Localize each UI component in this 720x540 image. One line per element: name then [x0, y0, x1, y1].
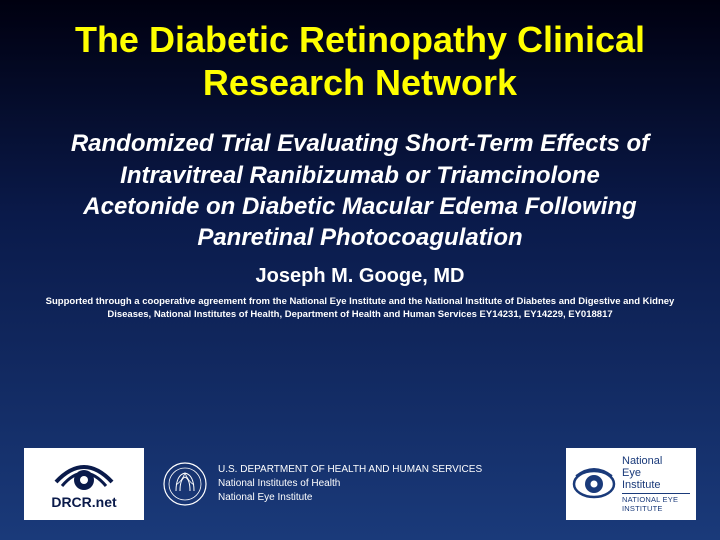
- slide-author: Joseph M. Googe, MD: [0, 261, 720, 294]
- drcr-logo: DRCR.net: [24, 448, 144, 520]
- hhs-seal-icon: [162, 461, 208, 507]
- nei-logo: National Eye Institute NATIONAL EYE INST…: [566, 448, 696, 520]
- logo-row: DRCR.net U.S. DEPARTMENT OF HEALTH AND H…: [0, 448, 720, 520]
- hhs-line3: National Eye Institute: [218, 491, 482, 505]
- support-text: Supported through a cooperative agreemen…: [0, 294, 720, 322]
- eye-icon: [54, 458, 114, 492]
- nei-eye-icon: [572, 462, 616, 506]
- drcr-label: DRCR.net: [51, 494, 116, 510]
- nei-text: National Eye Institute NATIONAL EYE INST…: [622, 455, 690, 513]
- hhs-line1: U.S. DEPARTMENT OF HEALTH AND HUMAN SERV…: [218, 463, 482, 477]
- hhs-text: U.S. DEPARTMENT OF HEALTH AND HUMAN SERV…: [218, 463, 482, 505]
- nei-top3: Institute: [622, 479, 690, 491]
- hhs-line2: National Institutes of Health: [218, 477, 482, 491]
- nei-bottom: NATIONAL EYE INSTITUTE: [622, 493, 690, 513]
- nei-top2: Eye: [622, 467, 690, 479]
- hhs-block: U.S. DEPARTMENT OF HEALTH AND HUMAN SERV…: [162, 461, 548, 507]
- slide-subtitle: Randomized Trial Evaluating Short-Term E…: [0, 114, 720, 261]
- nei-top1: National: [622, 455, 690, 467]
- slide-title: The Diabetic Retinopathy Clinical Resear…: [0, 0, 720, 114]
